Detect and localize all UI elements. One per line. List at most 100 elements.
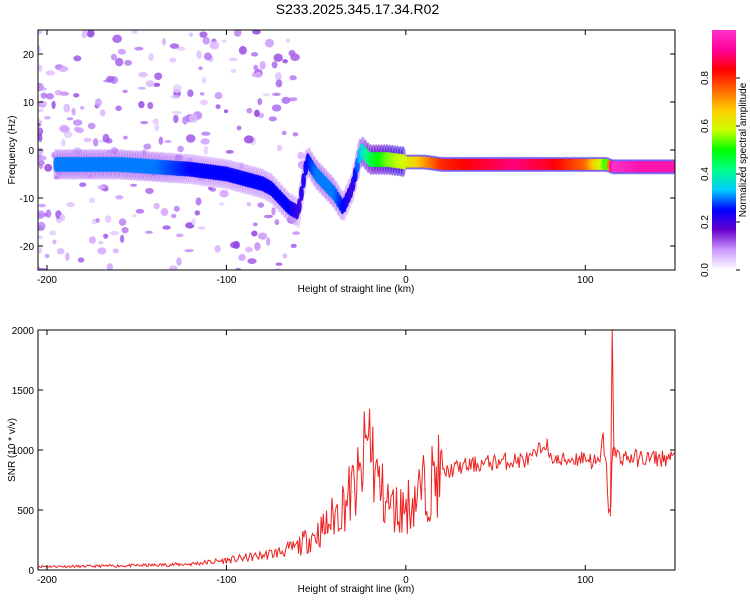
heatmap-noise-cell — [79, 182, 87, 188]
heatmap-noise-cell — [254, 109, 260, 118]
heatmap-noise-cell — [175, 233, 184, 238]
heatmap-noise-cell — [160, 208, 169, 217]
heatmap-noise-cell — [221, 39, 227, 43]
heatmap-noise-cell — [44, 163, 53, 172]
heatmap-noise-cell — [200, 138, 210, 145]
heatmap-noise-cell — [176, 257, 182, 266]
snr-x-ticks: -200 -100 0 100 — [37, 330, 594, 586]
heatmap-noise-cell — [152, 118, 159, 125]
heatmap-noise-cell — [164, 140, 172, 144]
heatmap-y-axis-label: Frequency (Hz) — [7, 116, 18, 185]
colorbar-label: Normalized spectral amplitude — [738, 82, 749, 217]
heatmap-noise-cell — [110, 53, 117, 61]
heatmap-noise-cell — [38, 247, 43, 254]
heatmap-ridge-cell — [299, 185, 304, 202]
heatmap-noise-cell — [161, 38, 167, 46]
heatmap-noise-cell — [52, 239, 57, 245]
heatmap-noise-cell — [66, 117, 74, 121]
heatmap-noise-cell — [208, 186, 213, 190]
colorbar-tick-label: 0.8 — [700, 71, 711, 85]
heatmap-noise-cell — [196, 50, 202, 59]
heatmap-x-tick-label: -200 — [37, 275, 57, 286]
heatmap-noise-cell — [281, 96, 291, 104]
heatmap-noise-cell — [263, 214, 273, 219]
heatmap-noise-cell — [143, 143, 152, 150]
heatmap-noise-cell — [38, 122, 41, 127]
heatmap-noise-cell — [131, 30, 138, 34]
heatmap-noise-cell — [281, 130, 287, 136]
heatmap-noise-cell — [271, 61, 278, 69]
heatmap-noise-cell — [171, 110, 182, 115]
heatmap-noise-cell — [71, 107, 76, 116]
heatmap-noise-cell — [253, 64, 259, 71]
heatmap-noise-cell — [40, 92, 48, 99]
snr-y-tick-label: 2000 — [12, 326, 35, 337]
heatmap-noise-cell — [247, 258, 257, 264]
heatmap-noise-cell — [169, 265, 178, 270]
heatmap-noise-cell — [88, 197, 96, 204]
snr-y-tick-label: 1500 — [12, 386, 35, 397]
heatmap-noise-cell — [38, 160, 45, 166]
heatmap-noise-cell — [158, 136, 164, 146]
snr-y-tick-label: 1000 — [12, 446, 35, 457]
heatmap-noise-cell — [38, 133, 43, 142]
heatmap-noise-cell — [271, 207, 276, 216]
heatmap-noise-cell — [292, 231, 301, 236]
heatmap-y-tick-label: -10 — [20, 194, 35, 205]
heatmap-noise-cell — [203, 52, 212, 61]
heatmap-ridge-cell — [296, 198, 302, 214]
heatmap-noise-cell — [236, 125, 242, 131]
heatmap-noise-cell — [98, 241, 104, 245]
heatmap-y-tick-label: -20 — [20, 242, 35, 253]
heatmap-noise-cell — [209, 40, 220, 50]
snr-y-tick-label: 500 — [17, 506, 34, 517]
heatmap-noise-cell — [135, 208, 145, 214]
heatmap-noise-cell — [223, 109, 229, 114]
heatmap-noise-cell — [60, 125, 70, 133]
snr-series-line — [38, 330, 675, 569]
heatmap-noise-cell — [117, 48, 127, 55]
heatmap-background — [38, 30, 675, 270]
heatmap-noise-cell — [197, 226, 206, 230]
heatmap-noise-cell — [153, 82, 161, 87]
heatmap-noise-cell — [201, 76, 207, 84]
heatmap-noise-cell — [97, 247, 107, 255]
heatmap-noise-cell — [177, 145, 184, 153]
heatmap-noise-cell — [274, 219, 280, 226]
heatmap-noise-cell — [112, 34, 123, 43]
heatmap-noise-cell — [266, 237, 271, 246]
heatmap-noise-cell — [148, 53, 154, 61]
heatmap-noise-cell — [202, 36, 210, 45]
heatmap-noise-cell — [246, 107, 253, 114]
heatmap-noise-cell — [191, 218, 196, 226]
heatmap-noise-cell — [106, 75, 115, 83]
heatmap-x-tick-label: 0 — [403, 275, 409, 286]
heatmap-noise-cell — [257, 202, 265, 208]
heatmap-noise-cell — [169, 57, 177, 63]
heatmap-noise-cell — [271, 92, 281, 97]
heatmap-noise-cell — [38, 235, 43, 240]
snr-y-tick-label: 0 — [28, 566, 34, 577]
heatmap-noise-cell — [257, 232, 268, 240]
heatmap-noise-cell — [132, 213, 137, 218]
heatmap-noise-cell — [118, 218, 127, 226]
heatmap-noise-cell — [83, 137, 92, 143]
heatmap-noise-cell — [104, 215, 112, 223]
heatmap-noise-cell — [289, 75, 297, 81]
heatmap-y-ticks: -20 -10 0 10 20 — [20, 50, 675, 253]
heatmap-noise-cell — [38, 210, 45, 219]
heatmap-noise-cell — [195, 197, 202, 206]
heatmap-noise-cell — [198, 66, 203, 71]
heatmap-noise-cell — [254, 242, 261, 251]
heatmap-noise-cell — [219, 189, 229, 198]
heatmap-noise-cell — [147, 102, 154, 110]
heatmap-noise-cell — [199, 31, 208, 38]
heatmap-noise-cell — [145, 230, 153, 234]
snr-x-tick-label: -100 — [216, 575, 236, 586]
heatmap-noise-cell — [145, 187, 154, 195]
heatmap-noise-cell — [276, 144, 283, 152]
heatmap-noise-cell — [252, 222, 258, 227]
heatmap-noise-cell — [115, 195, 124, 200]
heatmap-noise-cell — [75, 127, 84, 134]
colorbar-gradient — [712, 30, 736, 270]
